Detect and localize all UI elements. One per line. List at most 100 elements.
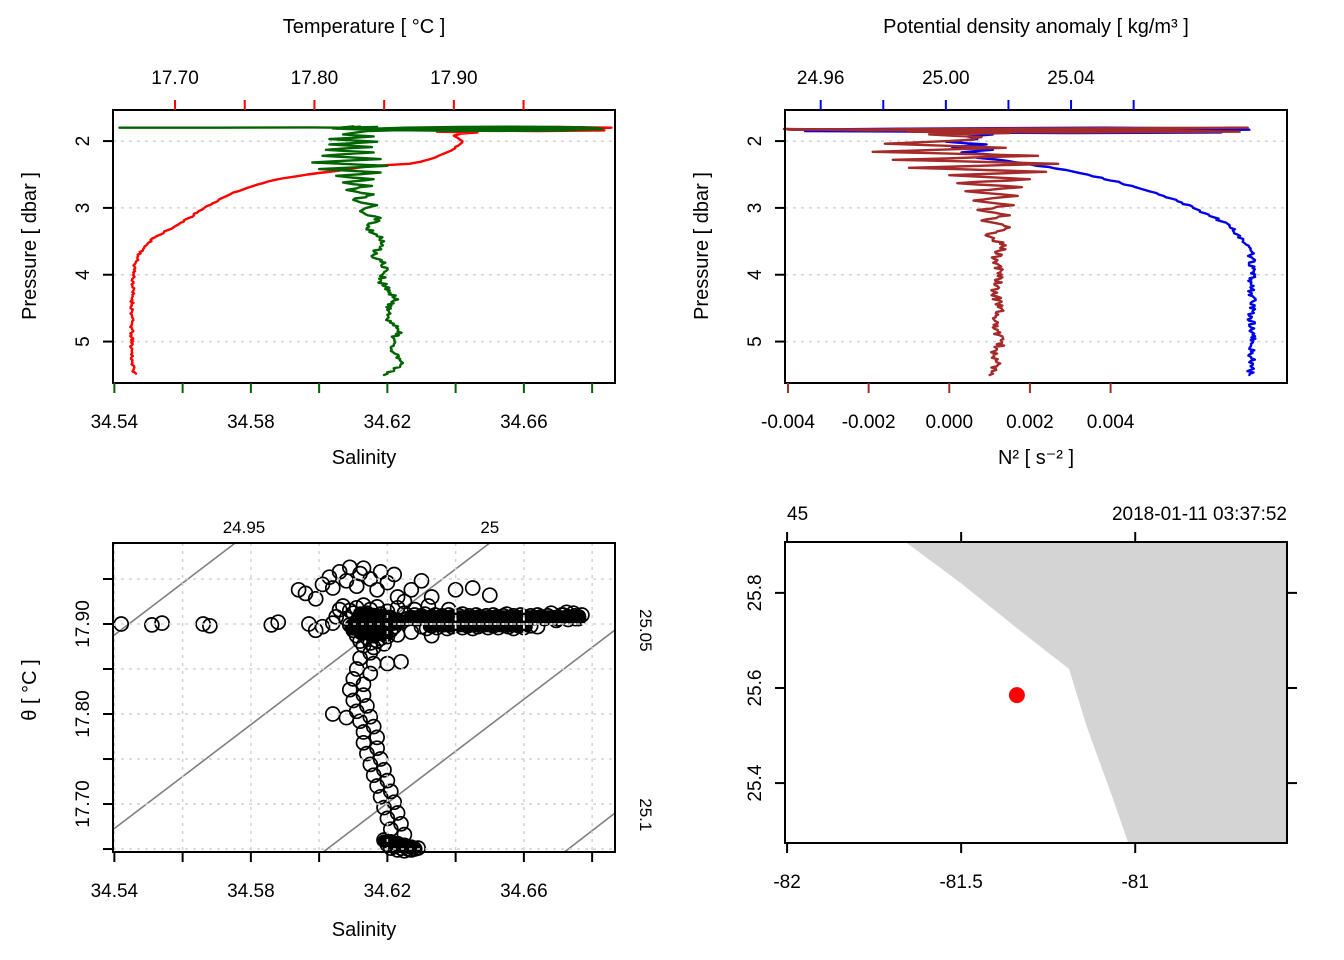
panel-ts-diagram: 34.54 34.58 34.62 34.66 17.70 17.80 17.90 24.95… xyxy=(73,518,655,902)
tick-label: 4 xyxy=(73,269,94,280)
ts-point xyxy=(355,676,372,693)
tick-label: 2 xyxy=(745,136,766,147)
tick-label: 25.04 xyxy=(1047,68,1095,89)
ts-point xyxy=(352,633,368,649)
ts-point xyxy=(382,840,399,856)
ts-point xyxy=(434,617,450,633)
tick-label: 17.70 xyxy=(151,68,199,89)
ts-point xyxy=(324,580,341,596)
ts-point xyxy=(355,734,372,751)
tick-label: 4 xyxy=(745,269,766,280)
tick-label: 25.6 xyxy=(745,669,766,706)
ts-point xyxy=(376,635,392,652)
ts-point xyxy=(393,653,409,670)
station-marker xyxy=(1008,687,1025,704)
tick-label: 0.000 xyxy=(926,412,974,433)
isopycnal-label: 25.05 xyxy=(636,609,655,652)
ts-point xyxy=(389,599,406,616)
tick-label: 5 xyxy=(73,336,94,347)
tick-label: 34.58 xyxy=(227,881,275,902)
ts-point xyxy=(548,612,565,629)
ts-point xyxy=(386,566,403,583)
ts-point xyxy=(290,581,307,598)
ts-point xyxy=(328,608,345,625)
density-axis-title: Potential density anomaly [ kg/m³ ] xyxy=(883,16,1189,38)
tick-label: 3 xyxy=(745,203,766,214)
plot-frame xyxy=(784,109,1288,384)
ts-point xyxy=(263,617,280,633)
isopycnal-line xyxy=(112,542,236,637)
ts-point xyxy=(307,590,324,607)
tick-label: 34.54 xyxy=(91,412,139,433)
ts-point xyxy=(379,603,396,620)
n2-axis-title: N² [ s⁻² ] xyxy=(998,447,1074,469)
ts-point xyxy=(144,617,160,633)
pressure-axis-title-2: Pressure [ dbar ] xyxy=(691,172,713,320)
ts-point xyxy=(338,709,355,726)
isopycnal-label: 25.1 xyxy=(636,798,655,831)
isopycnal-line xyxy=(564,812,616,853)
tick-label: 17.80 xyxy=(73,690,94,738)
ts-point xyxy=(331,601,348,618)
tick-label: 0.002 xyxy=(1006,412,1054,433)
ts-point xyxy=(369,729,385,746)
temperature-profile-line xyxy=(129,125,613,375)
tick-label: -81 xyxy=(1121,872,1148,893)
ts-point xyxy=(341,681,358,698)
station-number-label: 45 xyxy=(787,504,808,525)
ts-point xyxy=(372,788,389,805)
ts-point xyxy=(154,615,170,631)
theta-axis-title: θ [ °C ] xyxy=(19,659,41,720)
panel-profile-density-n2: 24.96 25.00 25.04 -0.004 -0.002 0.000 0.002 0.0… xyxy=(745,68,1288,433)
potential-density-profile-line xyxy=(791,126,1257,377)
tick-label: 34.54 xyxy=(91,881,139,902)
tick-label: -0.004 xyxy=(761,412,815,433)
tick-label: 34.58 xyxy=(227,412,275,433)
station-timestamp-label: 2018-01-11 03:37:52 xyxy=(1112,504,1287,525)
pressure-axis-title: Pressure [ dbar ] xyxy=(19,172,41,320)
isopycnal-label: 24.95 xyxy=(223,518,266,537)
panel-station-map: -82 -81.5 -81 25.4 25.6 25.8 xyxy=(745,532,1297,893)
isopycnal-line xyxy=(322,629,616,853)
ts-point xyxy=(369,778,385,794)
land-polygon xyxy=(905,542,1287,843)
ts-point xyxy=(529,618,546,635)
ts-point xyxy=(574,607,590,623)
tick-label: 25.8 xyxy=(745,574,766,611)
ts-point xyxy=(362,756,379,773)
tick-label: -0.002 xyxy=(842,412,896,433)
ts-salinity-axis-title: Salinity xyxy=(332,919,396,941)
ts-point xyxy=(464,580,481,596)
plot-frame xyxy=(784,541,1288,844)
ts-point xyxy=(362,708,379,725)
buoyancy-frequency-squared-profile-line xyxy=(782,126,1249,377)
plot-frame xyxy=(112,542,616,853)
ts-point xyxy=(359,745,375,762)
tick-label: 24.96 xyxy=(797,68,845,89)
isopycnal-line xyxy=(112,542,491,831)
tick-label: 25.00 xyxy=(922,68,970,89)
tick-label: 5 xyxy=(745,336,766,347)
plot-frame xyxy=(112,109,616,384)
salinity-profile-line xyxy=(118,125,604,377)
ts-point xyxy=(365,767,382,784)
tick-label: -81.5 xyxy=(939,872,982,893)
tick-label: 17.80 xyxy=(291,68,339,89)
isopycnal-label: 25 xyxy=(480,518,499,537)
ts-point xyxy=(403,842,420,858)
tick-label: 2 xyxy=(73,136,94,147)
ts-point xyxy=(202,617,218,634)
tick-label: 17.90 xyxy=(73,600,94,648)
ts-point xyxy=(423,589,440,605)
ts-point xyxy=(403,581,420,598)
tick-label: 34.66 xyxy=(500,412,548,433)
temperature-axis-title: Temperature [ °C ] xyxy=(283,16,446,38)
ts-point xyxy=(348,578,365,595)
tick-label: 17.70 xyxy=(73,780,94,828)
ts-point xyxy=(376,799,392,816)
salinity-axis-title: Salinity xyxy=(332,447,396,469)
ts-point xyxy=(345,692,362,709)
ts-point xyxy=(379,628,396,645)
tick-label: 0.004 xyxy=(1087,412,1135,433)
